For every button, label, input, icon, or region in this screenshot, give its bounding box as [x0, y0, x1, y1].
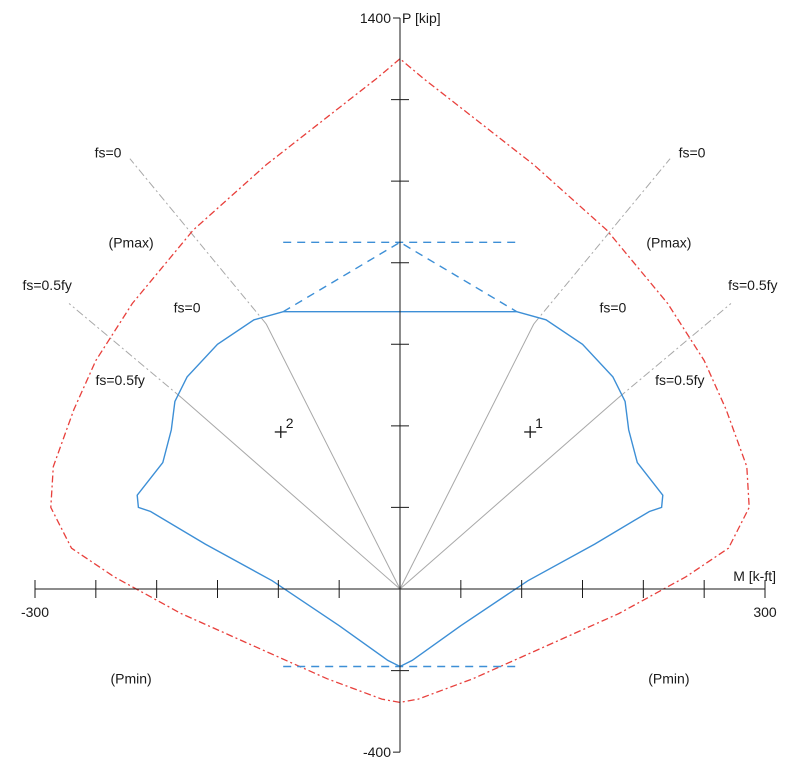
radial-line — [399, 396, 620, 590]
pmax-label: (Pmax) — [646, 234, 691, 250]
y-tick-label: 1400 — [360, 10, 391, 26]
pmax-cap-line — [282, 241, 518, 313]
nominal-capacity-curve — [50, 58, 750, 704]
load-point-label: 1 — [535, 415, 543, 431]
stress-line-label: fs=0.5fy — [728, 277, 777, 293]
pmin-label: (Pmin) — [648, 671, 689, 687]
x-axis-label: M [k-ft] — [733, 568, 776, 584]
pmax-label: (Pmax) — [109, 234, 154, 250]
radial-line-extension — [533, 158, 671, 325]
stress-line-label: fs=0 — [679, 145, 706, 161]
stress-line-label: fs=0 — [95, 145, 122, 161]
x-tick-label: 300 — [753, 604, 777, 620]
pmin-label: (Pmin) — [110, 671, 151, 687]
stress-line-label: fs=0.5fy — [655, 372, 704, 388]
stress-line-label: fs=0.5fy — [95, 372, 144, 388]
y-axis-label: P [kip] — [402, 10, 441, 26]
y-tick-label: -400 — [363, 744, 391, 760]
radial-line — [399, 323, 535, 590]
load-point-label: 2 — [286, 415, 294, 431]
radial-line — [265, 323, 401, 590]
x-tick-label: -300 — [21, 604, 49, 620]
stress-line-label: fs=0.5fy — [22, 277, 71, 293]
radial-line-extension — [129, 158, 267, 325]
stress-line-label: fs=0 — [599, 300, 626, 316]
radial-line — [180, 396, 401, 590]
stress-line-label: fs=0 — [174, 300, 201, 316]
